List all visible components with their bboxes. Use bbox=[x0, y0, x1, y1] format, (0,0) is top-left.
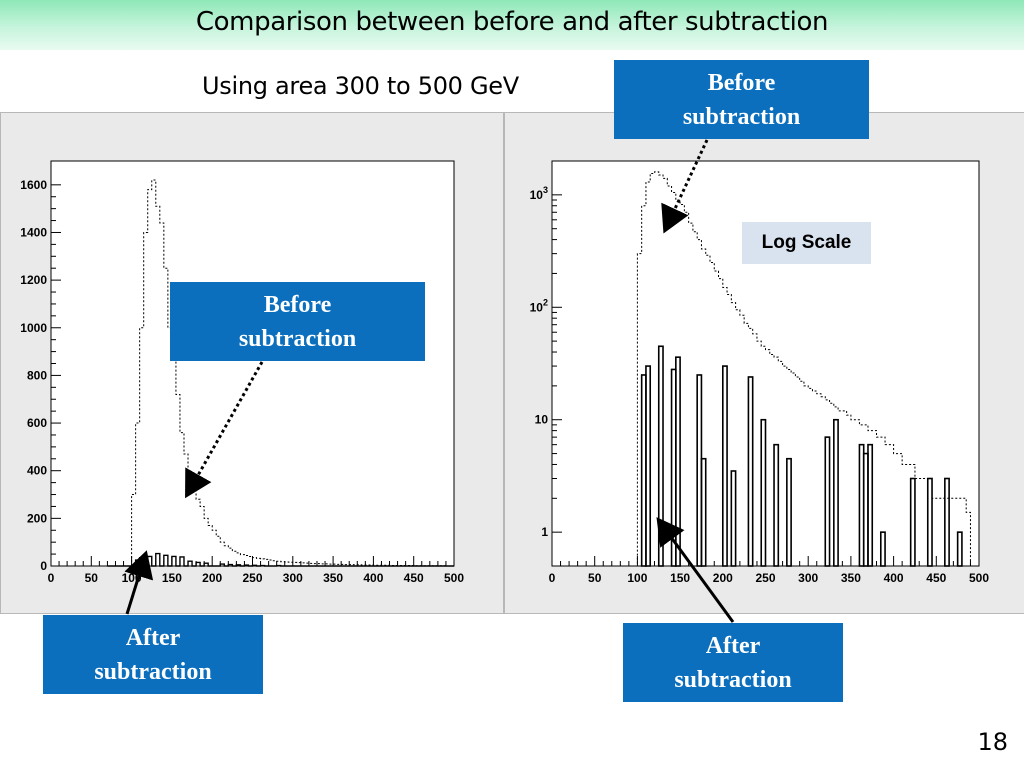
x-tick-label: 250 bbox=[755, 571, 775, 585]
y-tick-label: 1600 bbox=[20, 178, 47, 192]
after-subtraction-bar bbox=[867, 443, 874, 567]
x-tick-label: 350 bbox=[323, 571, 343, 585]
after-subtraction-bar bbox=[833, 418, 839, 567]
callout-line: After bbox=[705, 632, 761, 659]
after-subtraction-bar bbox=[645, 365, 652, 567]
callout-line: subtraction bbox=[238, 325, 357, 352]
y-tick-label: 800 bbox=[27, 368, 47, 382]
x-tick-label: 500 bbox=[444, 571, 464, 585]
series-after-subtraction bbox=[107, 552, 454, 567]
callout-before-subtraction-left: Before subtraction bbox=[170, 282, 425, 361]
y-tick-label: 1000 bbox=[20, 321, 47, 335]
x-tick-label: 350 bbox=[841, 571, 861, 585]
x-tick-label: 50 bbox=[85, 571, 99, 585]
x-tick-label: 100 bbox=[627, 571, 647, 585]
x-tick-label: 250 bbox=[242, 571, 262, 585]
x-tick-label: 50 bbox=[588, 571, 602, 585]
x-tick-label: 300 bbox=[283, 571, 303, 585]
y-tick-label: 1400 bbox=[20, 225, 47, 239]
y-tick-label: 0 bbox=[40, 559, 47, 573]
x-tick-label: 200 bbox=[202, 571, 222, 585]
x-tick-label: 150 bbox=[670, 571, 690, 585]
callout-line: subtraction bbox=[674, 666, 792, 693]
y-tick-label: 10 bbox=[535, 413, 549, 427]
callout-line: Before bbox=[707, 69, 776, 96]
x-tick-label: 100 bbox=[122, 571, 142, 585]
y-tick-label: 600 bbox=[27, 416, 47, 430]
x-tick-label: 450 bbox=[926, 571, 946, 585]
after-subtraction-bar bbox=[760, 418, 767, 567]
x-tick-label: 300 bbox=[798, 571, 818, 585]
x-tick-label: 500 bbox=[969, 571, 989, 585]
after-subtraction-bar bbox=[786, 457, 792, 567]
y-tick-label: 400 bbox=[27, 464, 47, 478]
after-subtraction-bar bbox=[926, 477, 933, 567]
x-tick-label: 450 bbox=[404, 571, 424, 585]
after-subtraction-bar bbox=[824, 436, 831, 567]
callout-line: After bbox=[125, 624, 181, 651]
after-subtraction-bar bbox=[879, 531, 886, 567]
x-tick-label: 200 bbox=[713, 571, 733, 585]
callout-after-subtraction-right: After subtraction bbox=[623, 623, 843, 702]
log-histogram-panel: 1 10 102 103 0 50 100 150 200 250 300 350 400 450 500 bbox=[504, 112, 1024, 614]
plot-frame bbox=[50, 160, 455, 567]
linear-histogram: 0 200 400 600 800 1000 1200 1400 1600 0 50 100 150 20… bbox=[20, 160, 464, 585]
slide-subtitle: Using area 300 to 500 GeV bbox=[202, 72, 519, 100]
callout-after-subtraction-left: After subtraction bbox=[43, 615, 263, 694]
y-tick-label: 1 bbox=[541, 525, 548, 539]
after-subtraction-bar bbox=[747, 376, 754, 567]
after-subtraction-bar bbox=[944, 477, 950, 567]
slide-title: Comparison between before and after subt… bbox=[195, 7, 829, 37]
after-subtraction-bar bbox=[956, 531, 963, 567]
y-tick-label: 103 bbox=[530, 185, 548, 202]
x-tick-label: 0 bbox=[48, 571, 55, 585]
linear-histogram-panel: 0 200 400 600 800 1000 1200 1400 1600 0 50 100 150 20… bbox=[0, 112, 504, 614]
x-tick-label: 0 bbox=[549, 571, 556, 585]
y-tick-label: 200 bbox=[27, 511, 47, 525]
callout-line: subtraction bbox=[682, 103, 801, 130]
series-before-subtraction bbox=[107, 179, 454, 567]
log-histogram: 1 10 102 103 0 50 100 150 200 250 300 350 400 450 500 bbox=[530, 160, 989, 585]
x-tick-label: 400 bbox=[363, 571, 383, 585]
header-bar bbox=[0, 0, 1024, 50]
y-tick-label: 102 bbox=[530, 297, 548, 314]
callout-line: subtraction bbox=[94, 658, 212, 685]
x-tick-label: 400 bbox=[884, 571, 904, 585]
callout-line: Before bbox=[263, 291, 332, 318]
y-tick-label: 1200 bbox=[20, 273, 47, 287]
x-tick-label: 150 bbox=[162, 571, 182, 585]
after-subtraction-bar bbox=[909, 477, 916, 567]
after-subtraction-bar bbox=[773, 443, 780, 567]
callout-before-subtraction-top: Before subtraction bbox=[614, 60, 869, 139]
page-number: 18 bbox=[977, 728, 1008, 756]
log-scale-label: Log Scale bbox=[742, 222, 871, 264]
